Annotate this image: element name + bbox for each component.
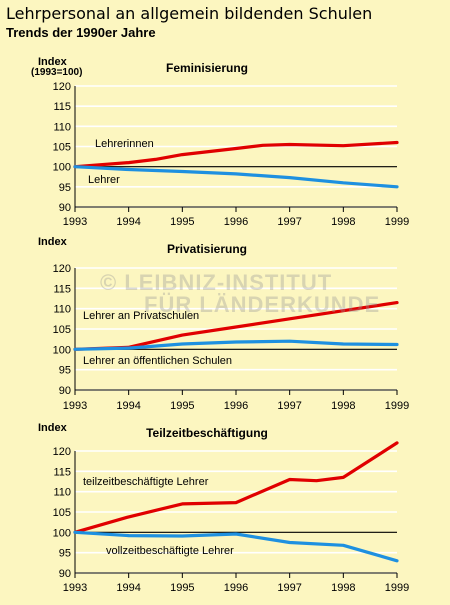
x-tick-label: 1996: [224, 582, 248, 594]
y-tick-label: 115: [53, 283, 71, 295]
x-tick-label: 1995: [170, 582, 194, 594]
series-line-blue: [73, 165, 399, 189]
x-tick-label: 1999: [385, 400, 409, 412]
watermark: © LEIBNIZ-INSTITUT FÜR LÄNDERKUNDE: [100, 272, 380, 316]
y-tick-label: 110: [53, 121, 71, 133]
chart-feminisierung: 90 95 100 105 110 115 120 1993 1994 1995 1996 1997 1…: [31, 56, 409, 228]
y-tick-label: 115: [53, 101, 71, 113]
x-tick-label: 1999: [385, 582, 409, 594]
chart-privatisierung: 90 95 100 105 110 115 120 1993 1994 1995 1996 1997 1…: [38, 236, 409, 412]
chart-title: Teilzeitbeschäftigung: [146, 426, 268, 440]
x-tick-label: 1994: [116, 216, 140, 228]
y-tick-label: 120: [53, 81, 71, 93]
x-tick-label: 1996: [224, 216, 248, 228]
page-subtitle: Trends der 1990er Jahre: [6, 25, 156, 40]
series-line-red: [73, 140, 399, 169]
y-axis-label: Index: [38, 236, 68, 248]
x-tick-label: 1993: [63, 582, 87, 594]
series-label: Lehrer an öffentlichen Schulen: [83, 355, 232, 367]
x-tick-label: 1993: [63, 400, 87, 412]
series-line-red: [73, 441, 399, 534]
y-tick-label: 95: [59, 182, 71, 194]
y-tick-label: 115: [53, 466, 71, 478]
y-tick-label: 110: [53, 304, 71, 316]
x-tick-label: 1995: [170, 400, 194, 412]
x-tick-label: 1998: [331, 582, 355, 594]
y-tick-label: 100: [53, 344, 71, 356]
chart-teilzeitbeschaeftigung: 90 95 100 105 110 115 120 1993 1994 1995 1996 1997 1…: [38, 422, 409, 594]
y-axis-label: Index: [38, 56, 68, 68]
y-tick-label: 105: [53, 507, 71, 519]
page-title: Lehrpersonal an allgemein bildenden Schu…: [6, 4, 373, 23]
y-axis-label: Index: [38, 422, 68, 434]
x-tick-label: 1994: [116, 400, 140, 412]
y-tick-label: 95: [59, 548, 71, 560]
x-tick-label: 1997: [277, 582, 301, 594]
watermark-line-2: FÜR LÄNDERKUNDE: [144, 292, 381, 317]
series-label: vollzeitbeschäftigte Lehrer: [106, 545, 234, 557]
y-tick-label: 105: [53, 324, 71, 336]
series-line-blue: [73, 530, 399, 563]
y-tick-label: 120: [53, 446, 71, 458]
watermark-line-1: © LEIBNIZ-INSTITUT: [100, 270, 333, 295]
y-tick-label: 90: [59, 385, 71, 397]
series-label: Lehrer an Privatschulen: [83, 310, 199, 322]
y-tick-label: 105: [53, 142, 71, 154]
chart-title: Privatisierung: [167, 242, 247, 256]
x-tick-label: 1999: [385, 216, 409, 228]
x-tick-label: 1998: [331, 400, 355, 412]
x-tick-label: 1993: [63, 216, 87, 228]
x-tick-label: 1996: [224, 400, 248, 412]
x-tick-label: 1997: [277, 400, 301, 412]
x-tick-label: 1997: [277, 216, 301, 228]
y-tick-label: 90: [59, 568, 71, 580]
y-axis-label-unit: (1993=100): [31, 67, 82, 78]
y-tick-label: 100: [53, 527, 71, 539]
y-tick-label: 95: [59, 365, 71, 377]
y-tick-label: 110: [53, 487, 71, 499]
x-tick-label: 1998: [331, 216, 355, 228]
x-tick-label: 1995: [170, 216, 194, 228]
y-tick-label: 100: [53, 162, 71, 174]
series-label: Lehrerinnen: [95, 138, 154, 150]
series-label: Lehrer: [88, 174, 120, 186]
y-tick-label: 90: [59, 202, 71, 214]
y-tick-label: 120: [53, 263, 71, 275]
series-line-blue: [73, 339, 399, 351]
series-label: teilzeitbeschäftigte Lehrer: [83, 476, 209, 488]
x-tick-label: 1994: [116, 582, 140, 594]
chart-title: Feminisierung: [166, 61, 248, 75]
